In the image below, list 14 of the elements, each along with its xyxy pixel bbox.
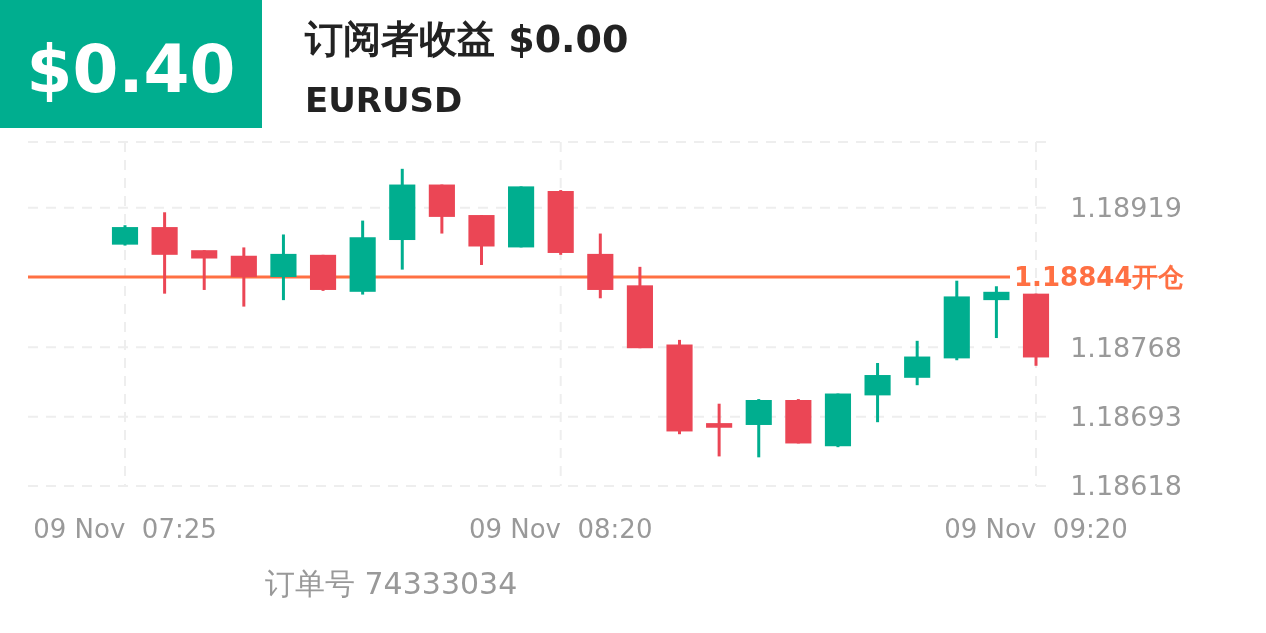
chart-subtitle: EURUSD <box>305 80 463 120</box>
x-tick-label: 09 Nov 09:20 <box>944 514 1128 544</box>
chart-title: 订阅者收益 $0.00 <box>304 17 629 61</box>
y-tick-label: 1.18618 <box>1070 470 1182 502</box>
ref-line-label: 1.18844开仓 <box>1014 262 1185 293</box>
text: $0.40 <box>26 31 236 108</box>
y-tick-label: 1.18919 <box>1070 192 1182 224</box>
y-tick-label: 1.18768 <box>1070 331 1182 363</box>
x-tick-label: 09 Nov 07:25 <box>33 514 217 544</box>
text: 订单号 74333034 <box>265 566 518 601</box>
x-tick-label: 09 Nov 08:20 <box>468 514 653 544</box>
y-tick-label: 1.18693 <box>1070 401 1182 433</box>
candlestick <box>706 403 733 457</box>
candlestick <box>983 286 1010 340</box>
